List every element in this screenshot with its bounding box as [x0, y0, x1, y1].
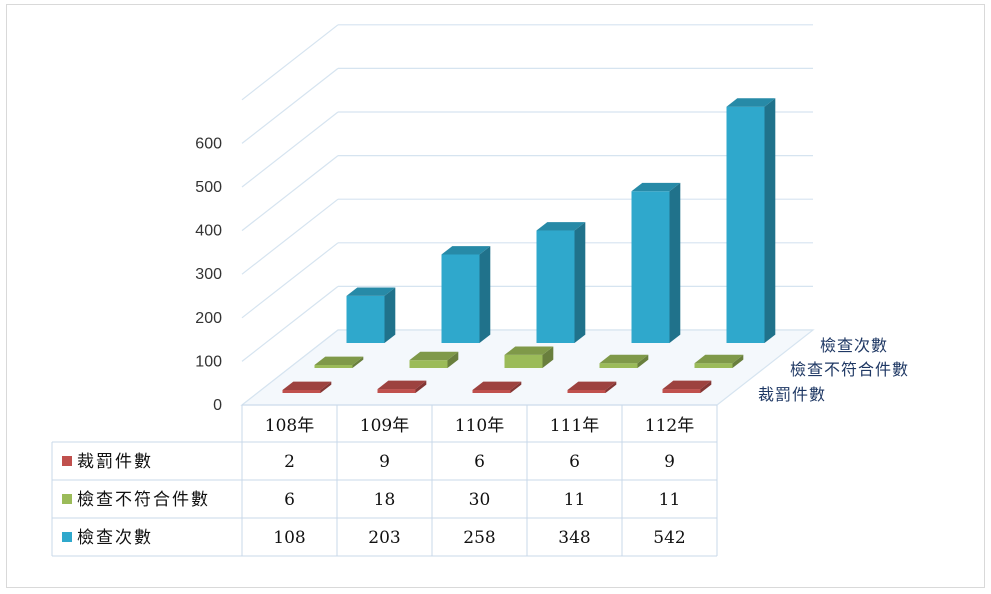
bar-top — [409, 351, 459, 361]
bar-side — [637, 354, 649, 368]
bar-front — [662, 389, 701, 393]
bar-top — [536, 222, 586, 231]
bar-top — [282, 381, 332, 390]
table-row-label: 裁罰件數 — [77, 452, 153, 472]
bar-front — [472, 390, 511, 393]
bar-top — [504, 346, 554, 355]
bar-front — [377, 389, 416, 393]
depth-label-series-0: 裁罰件數 — [758, 385, 826, 404]
depth-label-series-2: 檢查次數 — [820, 336, 888, 355]
legend-swatch-series-0 — [62, 456, 72, 466]
table-cell-value: 348 — [558, 528, 590, 548]
y-tick-label: 100 — [195, 353, 222, 370]
bar-side — [605, 381, 617, 393]
side-gridline-5 — [241, 111, 339, 188]
side-gridline-4 — [241, 155, 339, 232]
chart-frame — [6, 4, 985, 588]
bar-front — [314, 365, 353, 368]
table-cell-value: 6 — [474, 452, 485, 472]
bar-top — [377, 380, 427, 390]
bar-top — [662, 380, 712, 390]
bar-side — [320, 381, 332, 393]
bar-top — [599, 354, 649, 364]
bar-side — [510, 381, 522, 393]
table-header-category: 110年 — [455, 416, 504, 436]
table-header-category: 109年 — [360, 416, 409, 436]
bar-side — [415, 380, 427, 393]
bar-front — [282, 390, 321, 393]
table-row-label: 檢查次數 — [77, 528, 153, 548]
table-cell-value: 18 — [374, 490, 396, 510]
bar-side — [384, 287, 396, 343]
bar-side — [669, 182, 681, 343]
table-cell-value: 2 — [284, 452, 295, 472]
bar-front — [631, 191, 670, 343]
table-header-category: 111年 — [550, 416, 599, 436]
depth-label-series-1: 檢查不符合件數 — [790, 360, 909, 379]
y-tick-label: 200 — [195, 310, 222, 327]
bar-side — [574, 222, 586, 343]
bar-side — [764, 98, 776, 344]
legend-swatch-series-1 — [62, 494, 72, 504]
bar-top — [694, 354, 744, 364]
series-depth-labels: 裁罰件數 檢查不符合件數 檢查次數 — [758, 336, 909, 404]
y-tick-label: 600 — [195, 135, 222, 152]
bar-side — [732, 354, 744, 368]
bar-side — [542, 346, 554, 368]
bar-side — [352, 356, 364, 368]
legend-swatch-series-2 — [62, 532, 72, 542]
table-header-category: 112年 — [645, 416, 694, 436]
side-gridline-7 — [241, 24, 339, 101]
bar-side — [700, 380, 712, 393]
bar-front — [599, 363, 638, 368]
bar-top — [441, 246, 491, 255]
bars — [282, 98, 776, 393]
bar-top — [314, 356, 364, 365]
table-cell-value: 542 — [653, 528, 685, 548]
table-header-category: 108年 — [265, 416, 314, 436]
side-gridline-3 — [241, 198, 339, 275]
bar-front — [346, 295, 385, 343]
y-tick-label: 400 — [195, 223, 222, 240]
table-cell-value: 11 — [659, 490, 681, 510]
side-gridline-2 — [241, 242, 339, 319]
table-cell-value: 9 — [379, 452, 390, 472]
bar-front — [536, 230, 575, 343]
bar-side — [479, 246, 491, 343]
bar-front — [441, 254, 480, 343]
table-cell-value: 30 — [469, 490, 491, 510]
bar-top — [726, 98, 776, 107]
y-tick-label: 300 — [195, 266, 222, 283]
table-cell-value: 9 — [664, 452, 675, 472]
y-tick-label: 500 — [195, 179, 222, 196]
y-tick-label: 0 — [213, 397, 222, 414]
side-gridline-6 — [241, 67, 339, 144]
bar-front — [694, 363, 733, 368]
table-cell-value: 108 — [273, 528, 305, 548]
side-gridline-1 — [241, 285, 339, 362]
bar-top — [472, 381, 522, 390]
table-cell-value: 6 — [569, 452, 580, 472]
bar-top — [567, 381, 617, 390]
table-cell-value: 203 — [368, 528, 400, 548]
bar-side — [447, 351, 459, 368]
bar-front — [504, 354, 543, 368]
table-cell-value: 258 — [463, 528, 495, 548]
bar-top — [346, 287, 396, 296]
table-cell-value: 6 — [284, 490, 295, 510]
bar-front — [409, 360, 448, 368]
table-cell-value: 11 — [564, 490, 586, 510]
y-axis: 0 100 200 300 400 500 600 — [195, 135, 222, 414]
table-row-label: 檢查不符合件數 — [77, 490, 210, 510]
bar-top — [631, 182, 681, 192]
bar-front — [567, 390, 606, 393]
bar-front — [726, 106, 765, 343]
